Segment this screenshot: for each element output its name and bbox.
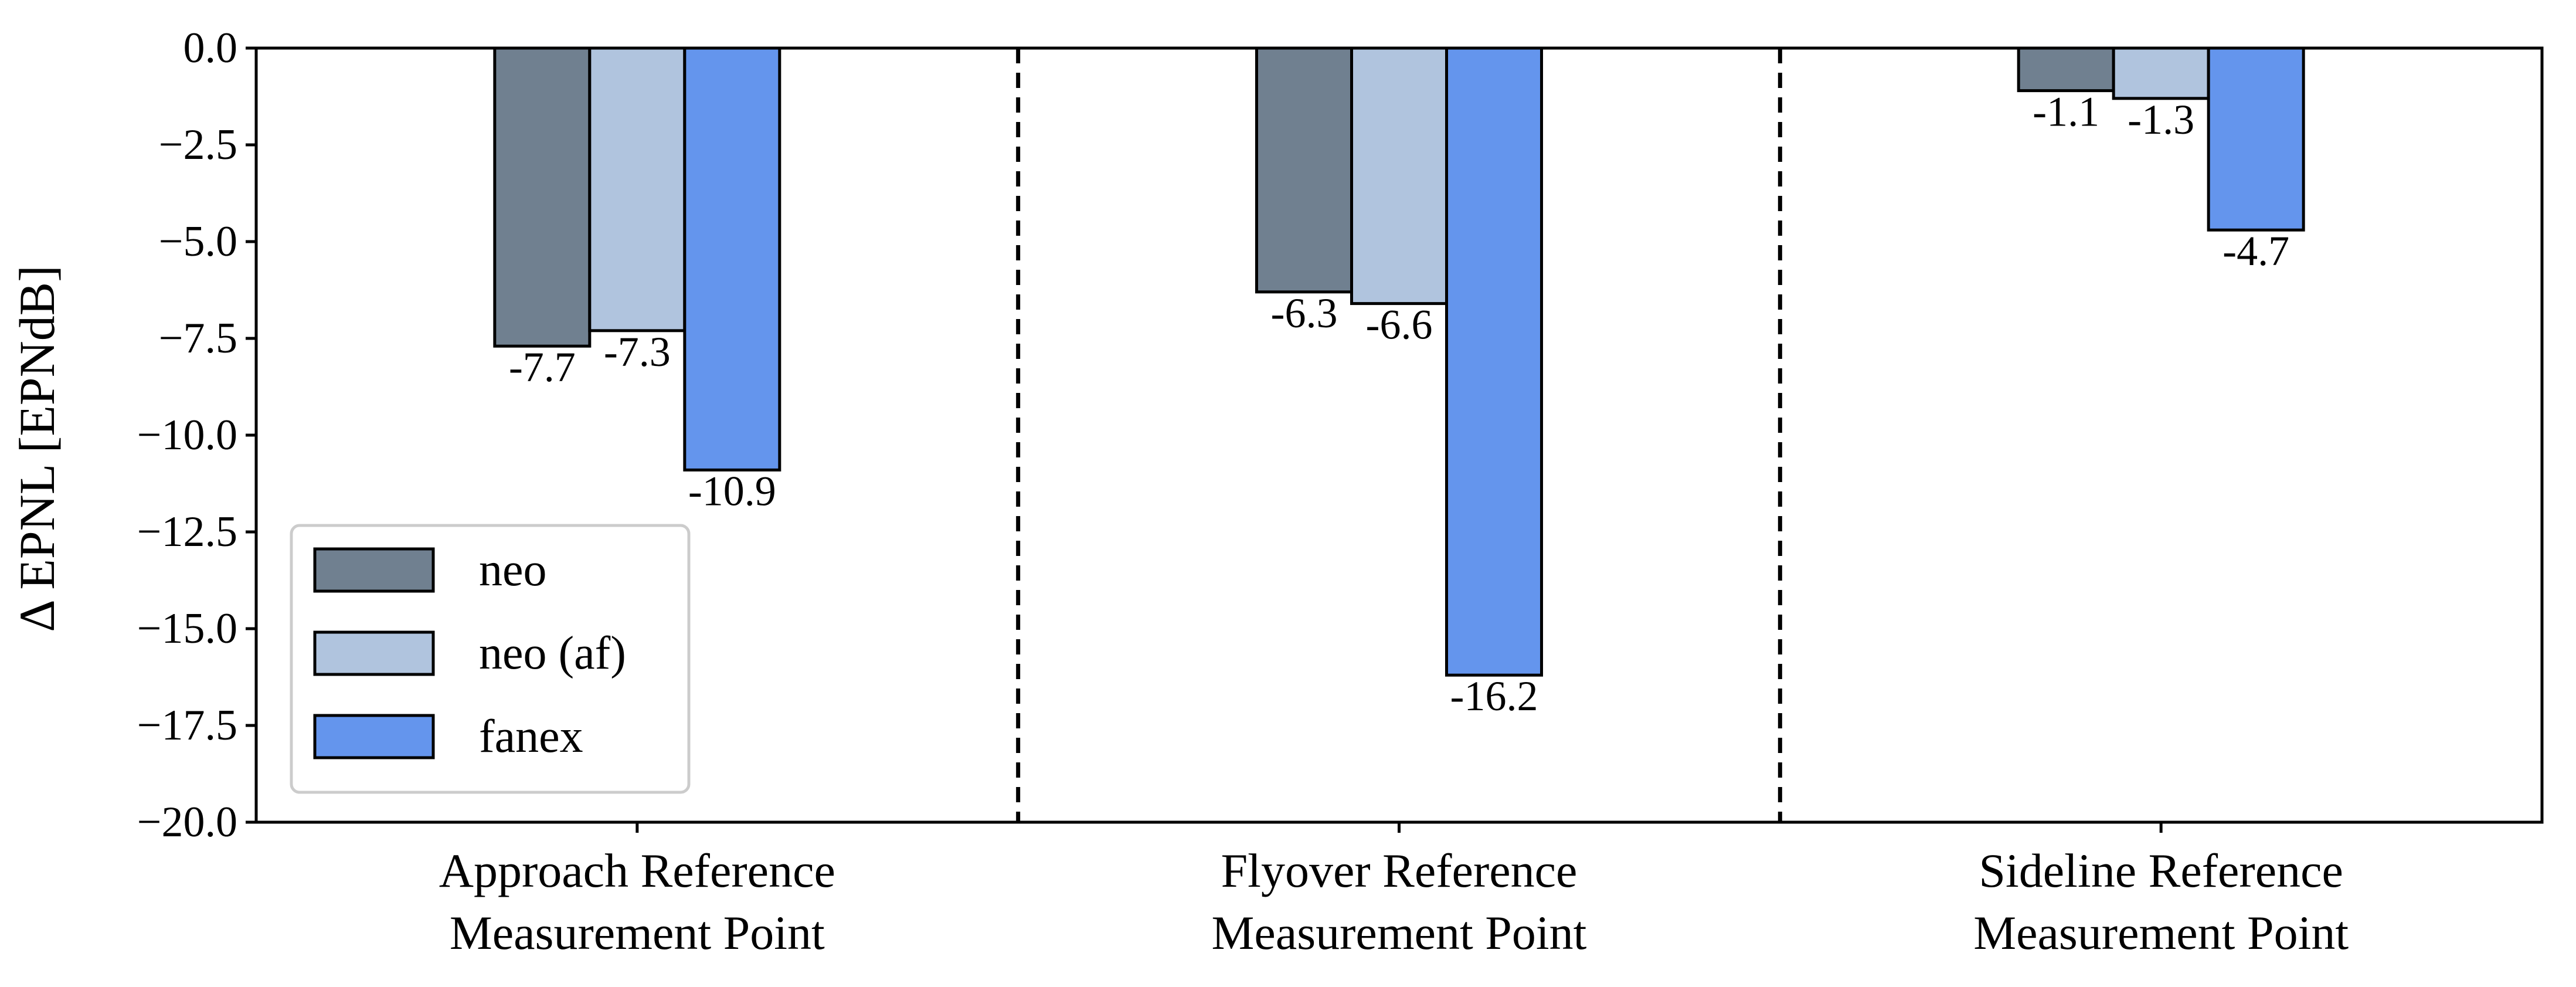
bar — [493, 46, 592, 348]
data-label: -7.7 — [509, 344, 576, 391]
data-label: -1.1 — [2033, 89, 2099, 135]
bar — [2207, 46, 2305, 232]
y-tick-label: −5.0 — [159, 218, 237, 266]
x-tick-label: Approach Reference Measurement Point — [439, 844, 835, 959]
legend-swatch — [313, 630, 435, 676]
x-tick-label: Flyover Reference Measurement Point — [1212, 844, 1587, 959]
legend-label: neo — [479, 544, 547, 596]
y-tick-label: −20.0 — [137, 798, 237, 846]
y-axis-title: Δ EPNL [EPNdB] — [9, 265, 65, 632]
legend-label: fanex — [479, 711, 583, 762]
bar — [1445, 46, 1543, 677]
y-tick-label: −10.0 — [137, 411, 237, 459]
data-label: -7.3 — [604, 328, 671, 375]
legend-swatch — [313, 547, 435, 593]
data-label: -6.3 — [1271, 290, 1338, 337]
x-tick-label: Sideline Reference Measurement Point — [1973, 844, 2349, 959]
legend: neo neo (af) fanex — [290, 524, 691, 794]
bar — [588, 46, 687, 333]
bar — [1350, 46, 1448, 306]
plot-area: -7.7 -7.3 -10.9 -6.3 -6.6 -16.2 -1.1 -1.3 -4.7 — [493, 46, 2305, 822]
bar — [1255, 46, 1353, 294]
data-label: -10.9 — [688, 467, 776, 514]
data-label: -6.6 — [1366, 301, 1433, 348]
y-tick-label: −15.0 — [137, 605, 237, 653]
legend-label: neo (af) — [479, 628, 626, 679]
y-tick-label: −12.5 — [137, 508, 237, 556]
data-label: -16.2 — [1450, 673, 1538, 720]
y-tick-label: −2.5 — [159, 121, 237, 169]
bar — [2017, 46, 2115, 93]
y-tick-label: −17.5 — [137, 701, 237, 749]
legend-swatch — [313, 714, 435, 759]
bar — [683, 46, 781, 472]
y-tick-label: −7.5 — [159, 314, 237, 362]
y-tick-label: 0.0 — [183, 24, 238, 72]
data-label: -1.3 — [2128, 96, 2194, 143]
axes: 0.0 −2.5 −5.0 −7.5 −10.0 −12.5 −15.0 −17.5 −20.0… — [137, 24, 2544, 959]
bar — [2112, 46, 2210, 100]
data-label: -4.7 — [2222, 228, 2289, 274]
